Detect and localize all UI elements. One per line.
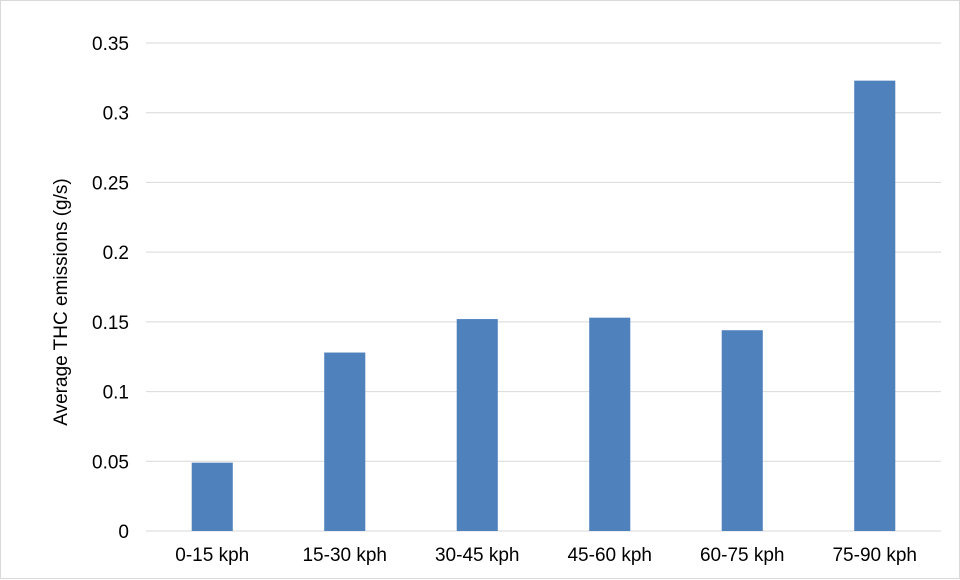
y-axis-title: Average THC emissions (g/s) — [51, 178, 72, 425]
y-tick-label: 0.05 — [92, 452, 129, 473]
bar — [456, 319, 498, 531]
x-category-label: 75-90 kph — [832, 545, 917, 566]
bar — [191, 462, 233, 531]
x-category-labels: 0-15 kph 15-30 kph 30-45 kph 45-60 kph 60-75… — [175, 545, 917, 566]
x-category-label: 45-60 kph — [567, 545, 652, 566]
y-tick-label: 0.25 — [92, 173, 129, 194]
x-category-label: 0-15 kph — [175, 545, 249, 566]
x-category-label: 60-75 kph — [700, 545, 785, 566]
y-tick-label: 0.15 — [92, 313, 129, 334]
bar — [854, 80, 896, 531]
bar — [324, 352, 366, 531]
x-category-label: 15-30 kph — [302, 545, 387, 566]
y-tick-label: 0.35 — [92, 34, 129, 55]
bar — [589, 317, 631, 531]
bars — [191, 80, 896, 531]
x-category-label: 30-45 kph — [435, 545, 520, 566]
y-tick-label: 0.1 — [103, 383, 129, 404]
y-tick-label: 0.2 — [103, 243, 129, 264]
y-tick-label: 0 — [118, 522, 129, 543]
gridlines — [146, 42, 941, 532]
bar — [721, 330, 763, 531]
y-tick-label: 0.3 — [103, 104, 129, 125]
y-tick-labels: 0 0.05 0.1 0.15 0.2 0.25 0.3 0.35 — [92, 34, 129, 543]
